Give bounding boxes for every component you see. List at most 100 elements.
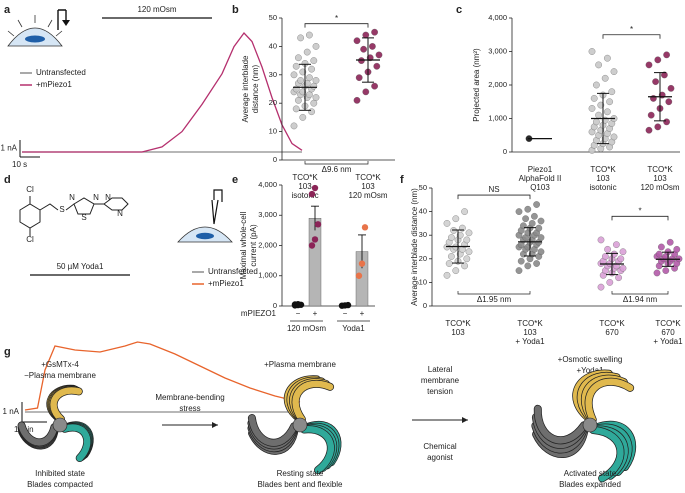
x-tick-label: 103 — [596, 174, 610, 183]
data-point — [604, 54, 611, 62]
y-tick-label: 1,000 — [488, 113, 507, 122]
x-tick-label: TCO*K — [590, 165, 616, 174]
data-point — [617, 255, 625, 263]
data-point — [522, 215, 529, 223]
data-point — [461, 262, 468, 270]
x-tick-label: TCO*K — [647, 165, 673, 174]
data-point — [369, 43, 376, 50]
row-label: mPIEZO1 — [241, 309, 277, 318]
x-tick-label: 103 — [451, 328, 465, 337]
data-point — [443, 220, 451, 227]
data-point — [375, 51, 383, 59]
data-point — [310, 99, 318, 107]
state-caption: Blades bent and flexible — [258, 480, 344, 489]
transition-label: Chemical — [423, 442, 457, 451]
data-point — [663, 51, 670, 59]
data-point — [306, 74, 313, 81]
transition-label: membrane — [421, 376, 460, 385]
x-tick-label: TCO*K — [599, 319, 625, 328]
bracket — [602, 34, 661, 39]
data-point — [515, 267, 523, 274]
data-point — [310, 57, 318, 64]
atom-label: S — [59, 205, 64, 214]
bar — [308, 218, 322, 307]
y-tick-label: 30 — [269, 70, 277, 79]
y-tick-label: 2,000 — [488, 80, 507, 89]
data-point — [290, 122, 298, 130]
y-tick-label: 0 — [503, 147, 507, 156]
cell-icon — [7, 9, 70, 47]
state-conditions: +Yoda1 — [576, 366, 604, 375]
data-point — [448, 234, 455, 241]
data-point — [461, 208, 468, 215]
x-tick-label: − — [343, 309, 348, 318]
stimulus-label: 50 µM Yoda1 — [57, 262, 104, 271]
panel-letter: b — [232, 4, 239, 16]
x-tick-label: TCO*K — [655, 319, 681, 328]
legend-label: +mPiezo1 — [208, 279, 244, 288]
blade — [50, 387, 83, 423]
blade — [534, 405, 588, 444]
data-point — [314, 221, 322, 228]
transition-label: stress — [179, 404, 200, 413]
y-tick-label: 20 — [269, 98, 277, 107]
atom-label: Cl — [26, 235, 34, 244]
data-point — [306, 91, 313, 99]
data-point — [443, 271, 451, 279]
panel-letter: c — [456, 4, 462, 16]
data-point — [654, 123, 662, 131]
state-conditions: +GsMTx-4 — [41, 360, 79, 369]
data-point — [366, 54, 374, 62]
atom-label: N — [69, 193, 75, 202]
data-point — [465, 229, 473, 237]
legend-label: Untransfected — [208, 267, 258, 276]
y-tick-label: 4,000 — [488, 13, 507, 22]
bracket — [457, 194, 531, 200]
data-point — [465, 248, 473, 256]
state-caption: Inhibited state — [35, 469, 85, 478]
x-tick-label: TCO*K — [355, 173, 381, 182]
x-tick-label: 103 — [298, 182, 312, 191]
y-tick-label: 50 — [269, 13, 277, 22]
data-point — [593, 81, 600, 89]
panel-letter: f — [400, 174, 404, 186]
y-tick-label: 4,000 — [258, 180, 277, 189]
data-point — [653, 269, 661, 277]
data-point — [602, 253, 609, 260]
data-point — [371, 82, 378, 90]
y-axis-label: Projected area (nm²) — [472, 48, 481, 122]
data-point — [535, 224, 543, 232]
data-point — [312, 94, 320, 101]
cell-icon — [177, 189, 233, 243]
x-tick-label: + — [313, 309, 318, 318]
y-tick-label: 0 — [423, 301, 427, 310]
data-point — [310, 82, 318, 90]
blade — [300, 426, 335, 474]
data-point — [663, 118, 670, 126]
blade — [248, 414, 298, 446]
data-point — [597, 283, 605, 291]
data-point — [452, 215, 460, 223]
bracket — [304, 23, 369, 28]
state-caption: Resting state — [277, 469, 324, 478]
x-tick-label: 120 mOsm — [348, 191, 387, 200]
data-point — [645, 61, 653, 69]
data-point — [308, 108, 315, 116]
blade — [18, 422, 58, 446]
data-point — [292, 62, 300, 70]
data-point — [537, 217, 545, 225]
data-point — [353, 97, 361, 104]
data-point — [311, 236, 319, 243]
x-tick-label: TCO*K — [292, 173, 318, 182]
panel-letter: g — [4, 346, 11, 358]
atom-label: N — [105, 193, 111, 202]
atom-label: N — [117, 209, 123, 218]
data-point — [362, 31, 370, 39]
state-caption: Activated state — [564, 469, 617, 478]
x-tick-label: TCO*K — [517, 319, 543, 328]
pore — [52, 417, 68, 433]
data-point — [456, 231, 464, 239]
data-point — [601, 74, 609, 82]
chemical-structure — [19, 196, 129, 236]
y-tick-label: 10 — [419, 277, 427, 286]
